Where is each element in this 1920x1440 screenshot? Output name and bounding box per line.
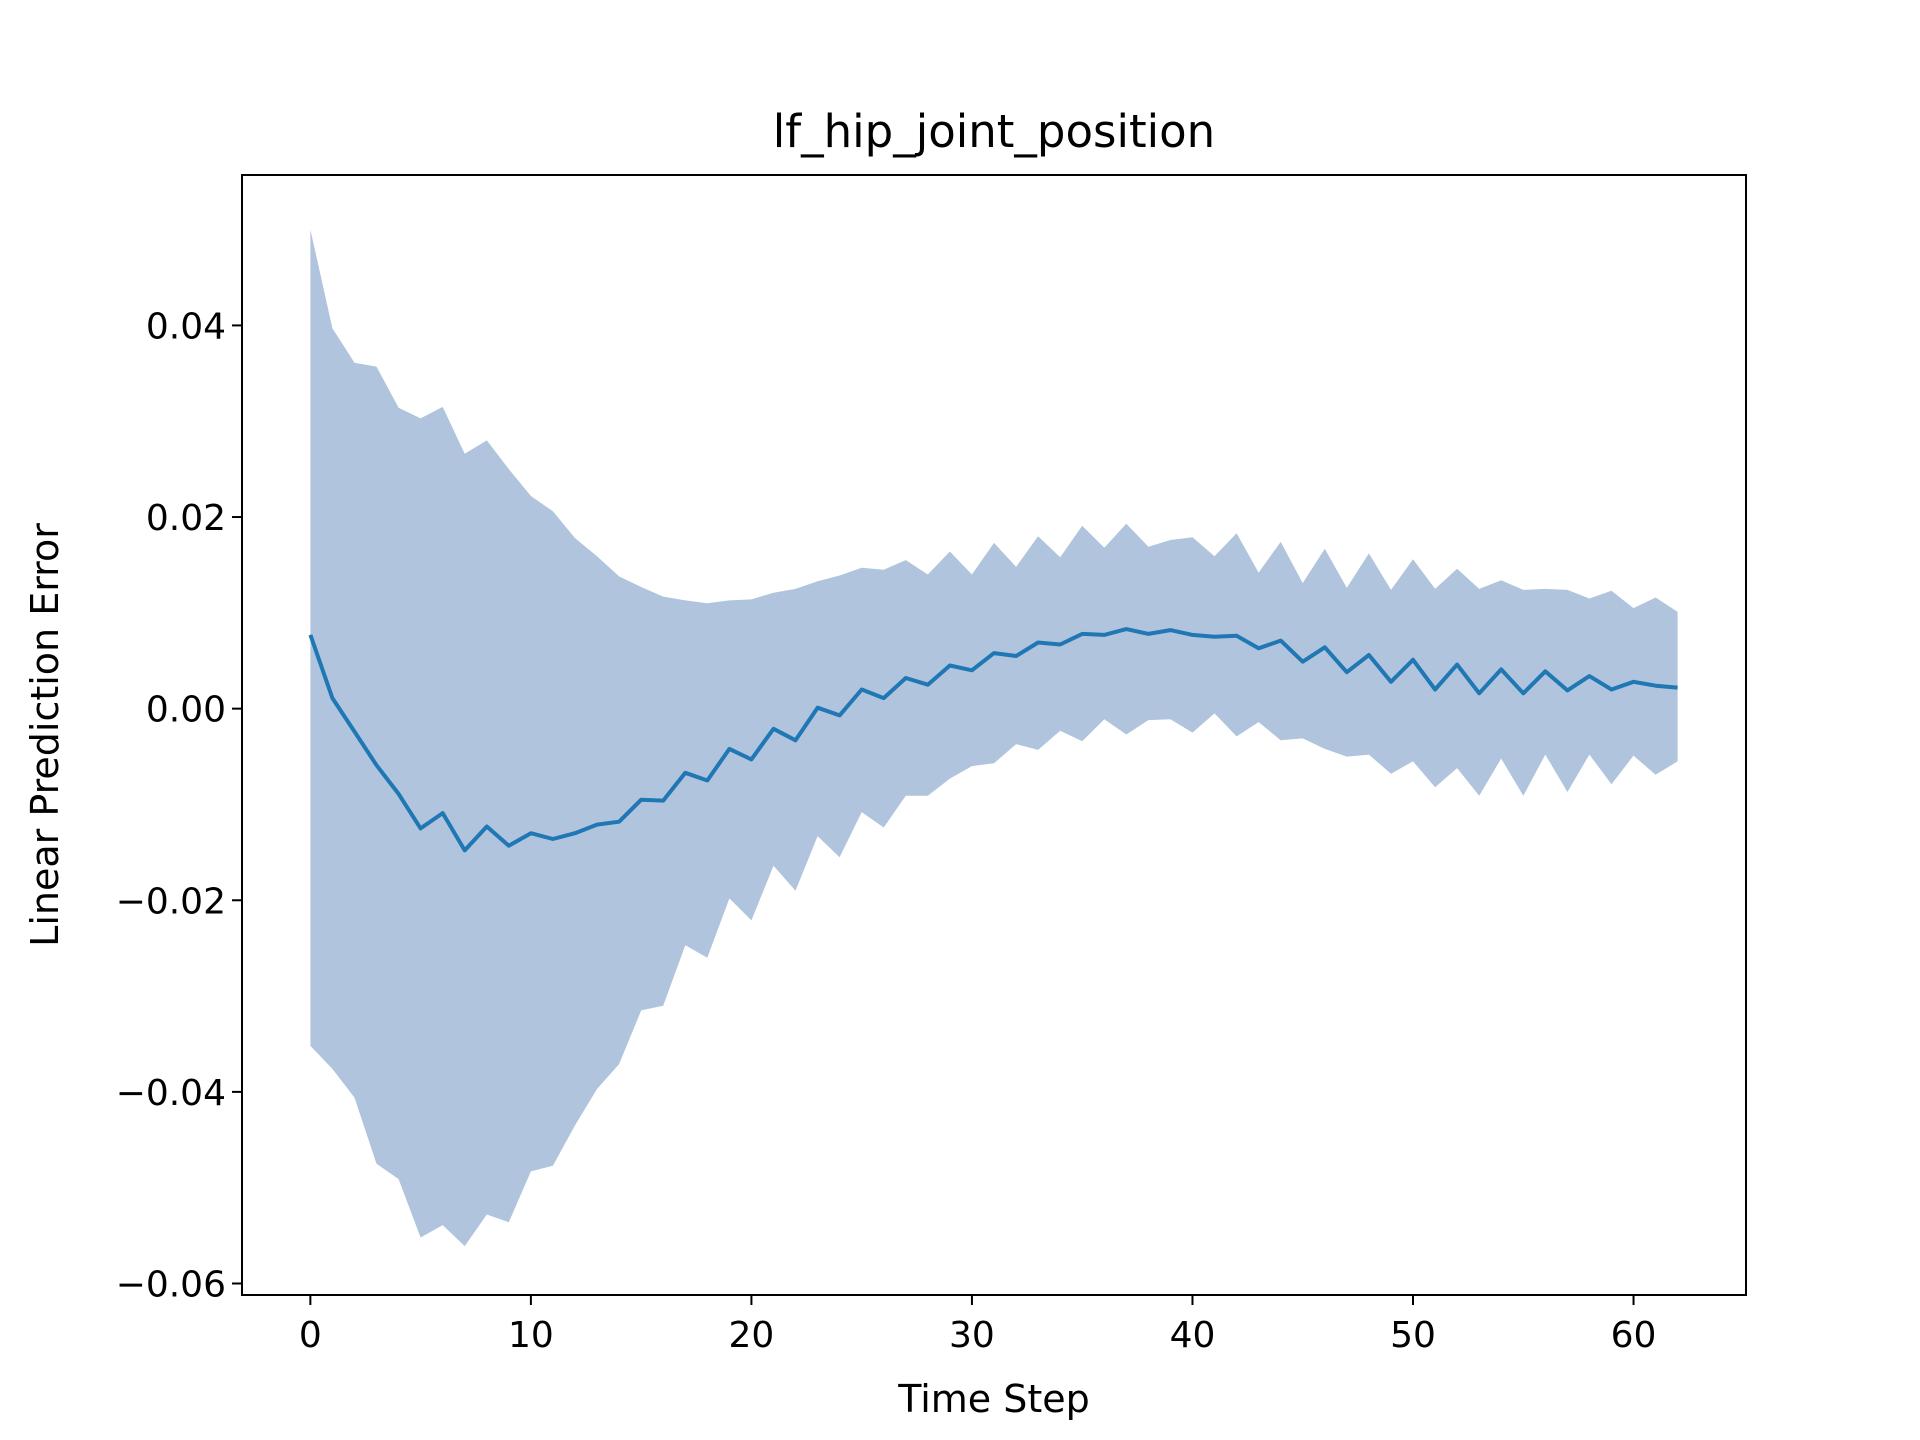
y-tick-label: 0.02 xyxy=(146,498,226,539)
x-tick-label: 40 xyxy=(1170,1315,1216,1356)
x-axis: 0 10 20 30 40 50 60 xyxy=(299,1295,1657,1356)
plot-area xyxy=(308,229,1678,1247)
x-tick-label: 60 xyxy=(1611,1315,1657,1356)
error-band xyxy=(310,229,1678,1247)
x-tick-label: 0 xyxy=(299,1315,322,1356)
x-tick-label: 10 xyxy=(508,1315,554,1356)
chart-title: lf_hip_joint_position xyxy=(773,105,1215,158)
x-axis-label: Time Step xyxy=(897,1377,1090,1421)
x-tick-label: 50 xyxy=(1390,1315,1436,1356)
plot-frame xyxy=(241,174,1747,1296)
x-tick-label: 20 xyxy=(729,1315,775,1356)
y-tick-label: −0.02 xyxy=(116,881,226,922)
x-tick-label: 30 xyxy=(949,1315,995,1356)
y-tick-label: −0.04 xyxy=(116,1073,226,1114)
mean-line xyxy=(308,627,1678,853)
y-axis: −0.06 −0.04 −0.02 0.00 0.02 0.04 xyxy=(116,306,242,1306)
y-tick-label: −0.06 xyxy=(116,1265,226,1306)
y-tick-label: 0.00 xyxy=(146,690,226,731)
y-axis-label: Linear Prediction Error xyxy=(23,523,67,947)
y-tick-label: 0.04 xyxy=(146,306,226,347)
